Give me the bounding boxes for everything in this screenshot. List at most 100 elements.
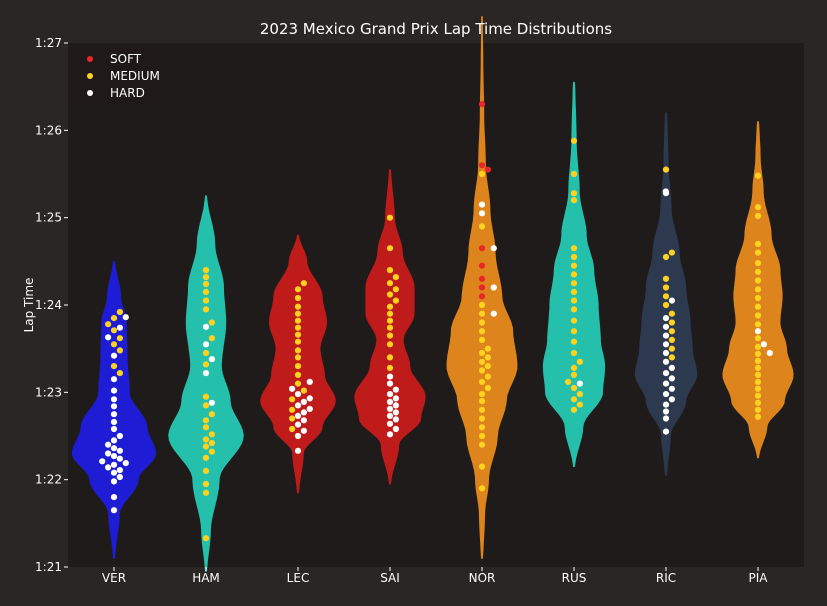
lap-point-medium [479, 328, 485, 334]
lap-point-hard [117, 467, 123, 473]
lap-point-hard [387, 431, 393, 437]
lap-point-medium [203, 274, 209, 280]
lap-point-hard [393, 426, 399, 432]
lap-point-medium [387, 354, 393, 360]
lap-point-hard [663, 408, 669, 414]
lap-point-medium [669, 328, 675, 334]
lap-point-medium [393, 286, 399, 292]
legend-marker-hard [87, 90, 93, 96]
y-tick-label: 1:22 [35, 473, 62, 487]
lap-point-medium [111, 327, 117, 333]
lap-point-medium [203, 424, 209, 430]
legend-label: MEDIUM [110, 69, 160, 83]
lap-point-hard [117, 456, 123, 462]
lap-point-hard [393, 409, 399, 415]
lap-point-medium [295, 332, 301, 338]
lap-point-hard [289, 386, 295, 392]
lap-point-medium [755, 213, 761, 219]
lap-point-medium [479, 319, 485, 325]
lap-point-hard [387, 374, 393, 380]
lap-point-soft [479, 245, 485, 251]
lap-point-medium [669, 337, 675, 343]
lap-point-medium [209, 431, 215, 437]
lap-point-hard [669, 375, 675, 381]
lap-point-hard [663, 415, 669, 421]
lap-point-medium [571, 254, 577, 260]
lap-point-medium [571, 280, 577, 286]
lap-point-medium [571, 245, 577, 251]
lap-point-medium [203, 402, 209, 408]
lap-point-hard [105, 442, 111, 448]
lap-point-medium [755, 286, 761, 292]
lap-point-hard [393, 402, 399, 408]
y-axis-label: Lap Time [22, 278, 36, 333]
lap-point-medium [485, 374, 491, 380]
lap-point-hard [111, 437, 117, 443]
lap-point-medium [301, 280, 307, 286]
lap-point-medium [479, 379, 485, 385]
x-tick-label: RIC [656, 571, 676, 585]
lap-point-hard [491, 284, 497, 290]
lap-point-medium [289, 396, 295, 402]
lap-point-medium [479, 367, 485, 373]
lap-point-medium [295, 363, 301, 369]
lap-point-hard [203, 370, 209, 376]
lap-point-hard [111, 478, 117, 484]
lap-point-medium [669, 346, 675, 352]
lap-point-hard [387, 391, 393, 397]
lap-point-hard [387, 399, 393, 405]
lap-point-medium [393, 298, 399, 304]
lap-point-medium [209, 411, 215, 417]
lap-point-hard [663, 370, 669, 376]
lap-point-medium [295, 372, 301, 378]
lap-point-medium [203, 350, 209, 356]
lap-point-medium [301, 388, 307, 394]
lap-point-medium [117, 370, 123, 376]
lap-point-hard [111, 376, 117, 382]
lap-point-medium [565, 379, 571, 385]
lap-point-hard [663, 429, 669, 435]
lap-point-medium [479, 398, 485, 404]
lap-point-medium [571, 318, 577, 324]
lap-point-hard [755, 328, 761, 334]
lap-point-medium [209, 440, 215, 446]
lap-point-medium [577, 391, 583, 397]
lap-point-hard [295, 391, 301, 397]
lap-point-medium [203, 443, 209, 449]
lap-point-medium [117, 335, 123, 341]
lap-point-hard [203, 324, 209, 330]
lap-point-hard [111, 507, 117, 513]
x-tick-label: NOR [469, 571, 496, 585]
lap-point-medium [663, 276, 669, 282]
lap-point-medium [479, 464, 485, 470]
lap-point-medium [571, 289, 577, 295]
lap-point-medium [387, 280, 393, 286]
lap-point-medium [571, 339, 577, 345]
lap-point-medium [571, 190, 577, 196]
x-tick-label: LEC [287, 571, 310, 585]
lap-point-medium [571, 306, 577, 312]
lap-point-medium [117, 309, 123, 315]
lap-point-hard [663, 188, 669, 194]
lap-point-hard [663, 341, 669, 347]
lap-point-hard [669, 298, 675, 304]
lap-point-medium [295, 295, 301, 301]
lap-point-medium [663, 167, 669, 173]
lap-point-hard [307, 379, 313, 385]
legend: SOFTMEDIUMHARD [76, 48, 162, 104]
lap-point-hard [669, 396, 675, 402]
lap-point-hard [123, 314, 129, 320]
lap-point-medium [479, 407, 485, 413]
lap-point-medium [203, 394, 209, 400]
lap-point-medium [289, 426, 295, 432]
lap-point-hard [111, 462, 117, 468]
lap-point-medium [203, 468, 209, 474]
lap-point-medium [577, 359, 583, 365]
lap-point-medium [295, 339, 301, 345]
lap-point-medium [203, 306, 209, 312]
lap-point-soft [485, 167, 491, 173]
lap-point-medium [479, 337, 485, 343]
lap-point-hard [663, 381, 669, 387]
lap-point-hard [387, 413, 393, 419]
lap-point-medium [571, 328, 577, 334]
